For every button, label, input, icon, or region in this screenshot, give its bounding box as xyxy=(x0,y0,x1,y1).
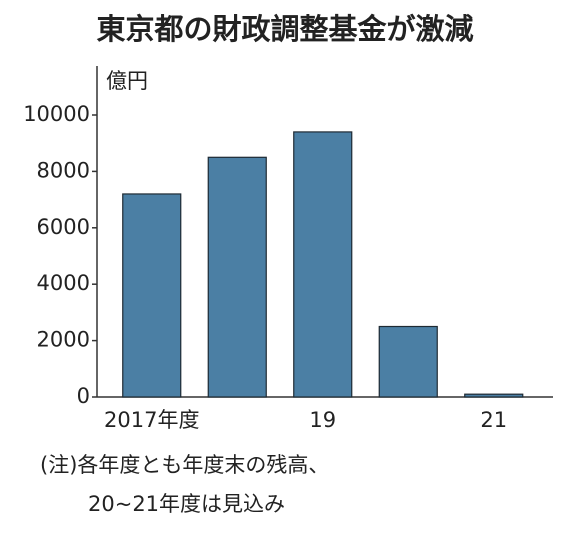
y-tick-label: 2000 xyxy=(37,328,90,352)
note: (注)各年度とも年度末の残高、 xyxy=(40,453,329,477)
chart-title: 東京都の財政調整基金が激減 xyxy=(96,12,473,46)
x-tick-label: 19 xyxy=(309,408,336,432)
y-tick-label: 10000 xyxy=(23,102,90,126)
x-tick-label: 2017年度 xyxy=(104,408,199,432)
bar xyxy=(378,325,438,398)
y-axis-label: 億円 xyxy=(106,69,148,93)
y-tick-label: 6000 xyxy=(37,215,90,239)
y-tick-label: 4000 xyxy=(37,271,90,295)
bar xyxy=(464,393,524,398)
y-tick-label: 8000 xyxy=(37,158,90,182)
note: 20~21年度は見込み xyxy=(88,492,285,516)
y-tick-label: 0 xyxy=(77,384,90,408)
bar xyxy=(207,156,267,398)
x-tick-label: 21 xyxy=(480,408,507,432)
bar xyxy=(122,193,182,398)
bar xyxy=(293,131,353,398)
